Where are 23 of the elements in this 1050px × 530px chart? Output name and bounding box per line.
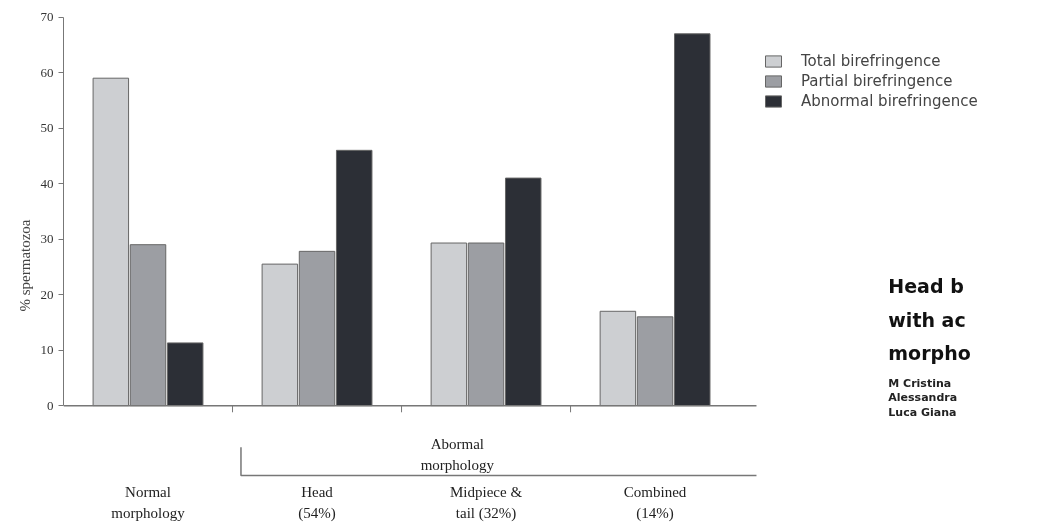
y-tick-label: 0 — [47, 397, 54, 413]
text: Abormal morphology — [420, 436, 495, 473]
text: Head b — [888, 275, 964, 298]
y-tick-label: 20 — [40, 286, 54, 302]
x-tick-label: Combined (14%) — [623, 484, 687, 523]
x-tick-label: Normal morphology — [111, 484, 186, 522]
x-tick-label: Midpiece & tail (32%) — [450, 484, 523, 523]
y-tick-label: 30 — [40, 231, 54, 247]
text: with ac — [888, 308, 966, 331]
legend-label: Partial birefringence — [801, 72, 953, 90]
y-tick-label: 50 — [40, 120, 54, 136]
y-tick-label: 10 — [40, 342, 54, 358]
y-tick-label: 60 — [40, 64, 54, 80]
y-tick-label: 70 — [40, 9, 54, 25]
y-axis-title: % spermatozoa — [16, 219, 33, 312]
text: Alessandra — [888, 391, 958, 405]
text: morpho — [888, 341, 971, 364]
x-tick-label: Head (54%) — [298, 484, 336, 523]
y-tick-label: 40 — [40, 175, 54, 191]
legend-label: Abnormal birefringence — [801, 92, 978, 110]
text: M Cristina — [888, 376, 952, 390]
text: Luca Giana — [888, 405, 957, 419]
legend-label: Total birefringence — [801, 52, 941, 70]
